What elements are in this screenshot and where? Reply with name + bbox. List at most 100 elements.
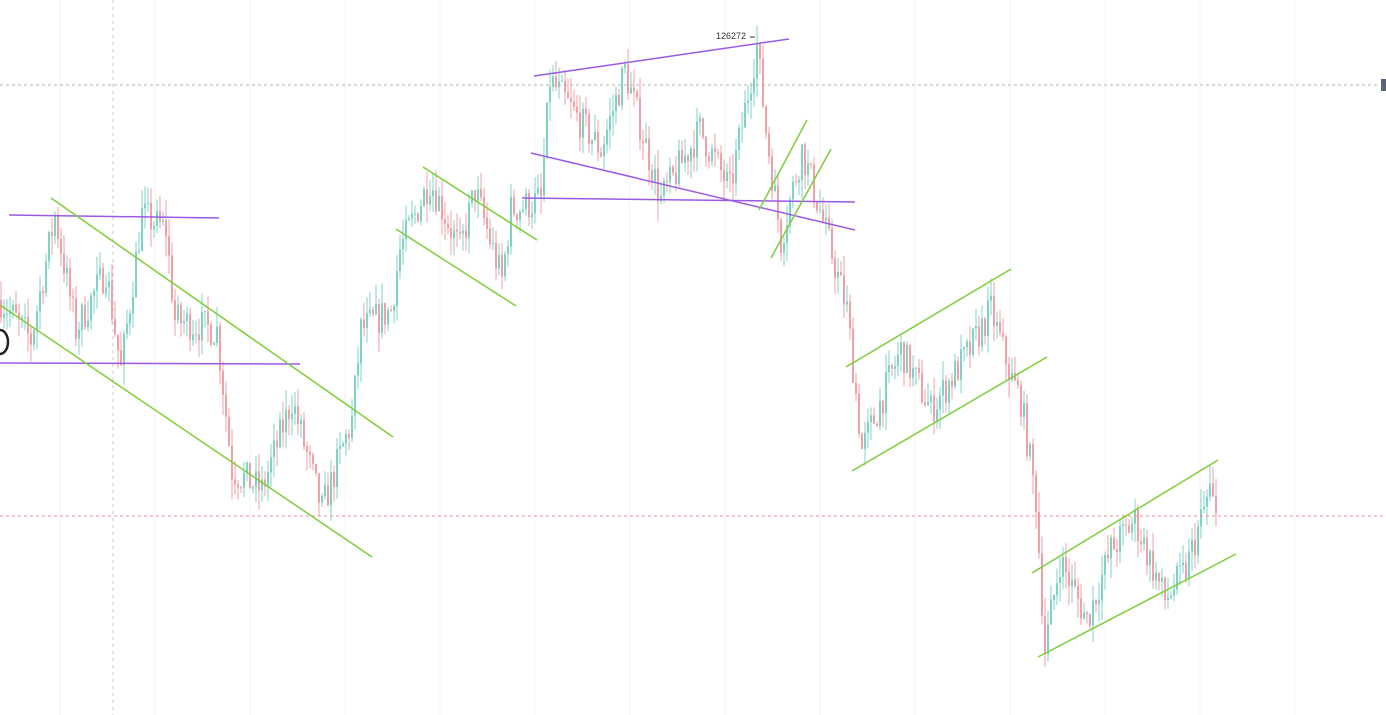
candle-body — [936, 409, 938, 422]
trendline-purple[interactable] — [521, 197, 856, 203]
candle-body — [54, 214, 56, 237]
candle-body — [1212, 483, 1214, 496]
candle-body — [450, 228, 452, 238]
candle-body — [201, 311, 203, 341]
candle-body — [714, 148, 716, 153]
candle-body — [735, 150, 737, 183]
candle-body — [78, 329, 80, 339]
candle-body — [813, 164, 815, 202]
candle-body — [675, 172, 677, 185]
candle-body — [237, 484, 239, 488]
candle-body — [1107, 555, 1109, 559]
candle-body — [1014, 372, 1016, 381]
candle-body — [918, 367, 920, 374]
candle-body — [780, 220, 782, 253]
candle-body — [861, 434, 863, 449]
candle-body — [429, 195, 431, 205]
candle-body — [246, 462, 248, 473]
candle-body — [1035, 475, 1037, 512]
candle-body — [1170, 595, 1172, 598]
candle-body — [1071, 579, 1073, 587]
candle-body — [1116, 549, 1118, 552]
candle-body — [693, 148, 695, 158]
candle-body — [855, 382, 857, 394]
candle-body — [1203, 506, 1205, 510]
candle-body — [1041, 553, 1043, 617]
candle-body — [534, 193, 536, 214]
candle-body — [198, 334, 200, 341]
candle-body — [1182, 562, 1184, 566]
candle-body — [558, 81, 560, 88]
candle-body — [798, 180, 800, 183]
trendline-green[interactable] — [0, 304, 373, 558]
candle-body — [315, 463, 317, 474]
trendline-green[interactable] — [1031, 459, 1219, 574]
candle-body — [135, 251, 137, 298]
candle-body — [759, 43, 761, 59]
candle-body — [651, 170, 653, 182]
candle-body — [105, 287, 107, 294]
candle-body — [891, 365, 893, 369]
candle-body — [885, 372, 887, 414]
candle-body — [426, 189, 428, 205]
candle-body — [282, 419, 284, 433]
trendline-green[interactable] — [395, 228, 517, 307]
candle-body — [639, 97, 641, 141]
candle-body — [729, 171, 731, 174]
trendline-purple[interactable] — [8, 214, 220, 219]
candle-body — [45, 261, 47, 293]
trendline-green[interactable] — [422, 166, 538, 241]
candle-body — [966, 341, 968, 348]
trendlines[interactable] — [0, 38, 1237, 658]
candle-body — [1008, 364, 1010, 380]
candle-body — [990, 295, 992, 301]
trendline-green[interactable] — [50, 197, 394, 438]
trendline-green[interactable] — [1037, 553, 1237, 658]
candle-body — [387, 309, 389, 325]
trendline-purple[interactable] — [533, 38, 790, 77]
candle-body — [81, 304, 83, 330]
candle-body — [1185, 562, 1187, 579]
candle-body — [126, 323, 128, 334]
candle-body — [576, 106, 578, 113]
candle-body — [837, 271, 839, 278]
candle-body — [1032, 444, 1034, 476]
candle-body — [1209, 483, 1211, 497]
candle-body — [51, 231, 53, 237]
candle-body — [66, 268, 68, 274]
trendline-purple[interactable] — [0, 362, 301, 365]
candle-body — [840, 271, 842, 276]
candle-body — [72, 296, 74, 299]
candle-body — [1005, 336, 1007, 365]
candle-body — [171, 255, 173, 301]
candle-body — [939, 395, 941, 410]
trendline-green[interactable] — [851, 356, 1048, 472]
candle-body — [795, 181, 797, 183]
candle-body — [672, 166, 674, 173]
trendline-green[interactable] — [758, 119, 808, 211]
candle-body — [987, 300, 989, 336]
candle-body — [984, 318, 986, 336]
candle-body — [1149, 551, 1151, 566]
candle-body — [888, 365, 890, 373]
candle-body — [498, 254, 500, 269]
candle-body — [435, 190, 437, 212]
trendline-purple[interactable] — [530, 152, 856, 231]
candle-body — [927, 401, 929, 406]
candle-body — [312, 454, 314, 464]
candle-body — [510, 196, 512, 247]
candle-body — [579, 112, 581, 138]
trendline-green[interactable] — [770, 148, 832, 259]
candle-body — [465, 230, 467, 238]
candle-body — [339, 446, 341, 450]
candle-body — [288, 409, 290, 420]
candle-body — [852, 328, 854, 383]
candle-body — [15, 304, 17, 313]
candle-body — [912, 367, 914, 378]
candle-body — [1179, 565, 1181, 567]
candle-body — [981, 318, 983, 347]
candle-body — [504, 254, 506, 277]
candle-body — [39, 291, 41, 312]
trendline-green[interactable] — [845, 268, 1012, 368]
